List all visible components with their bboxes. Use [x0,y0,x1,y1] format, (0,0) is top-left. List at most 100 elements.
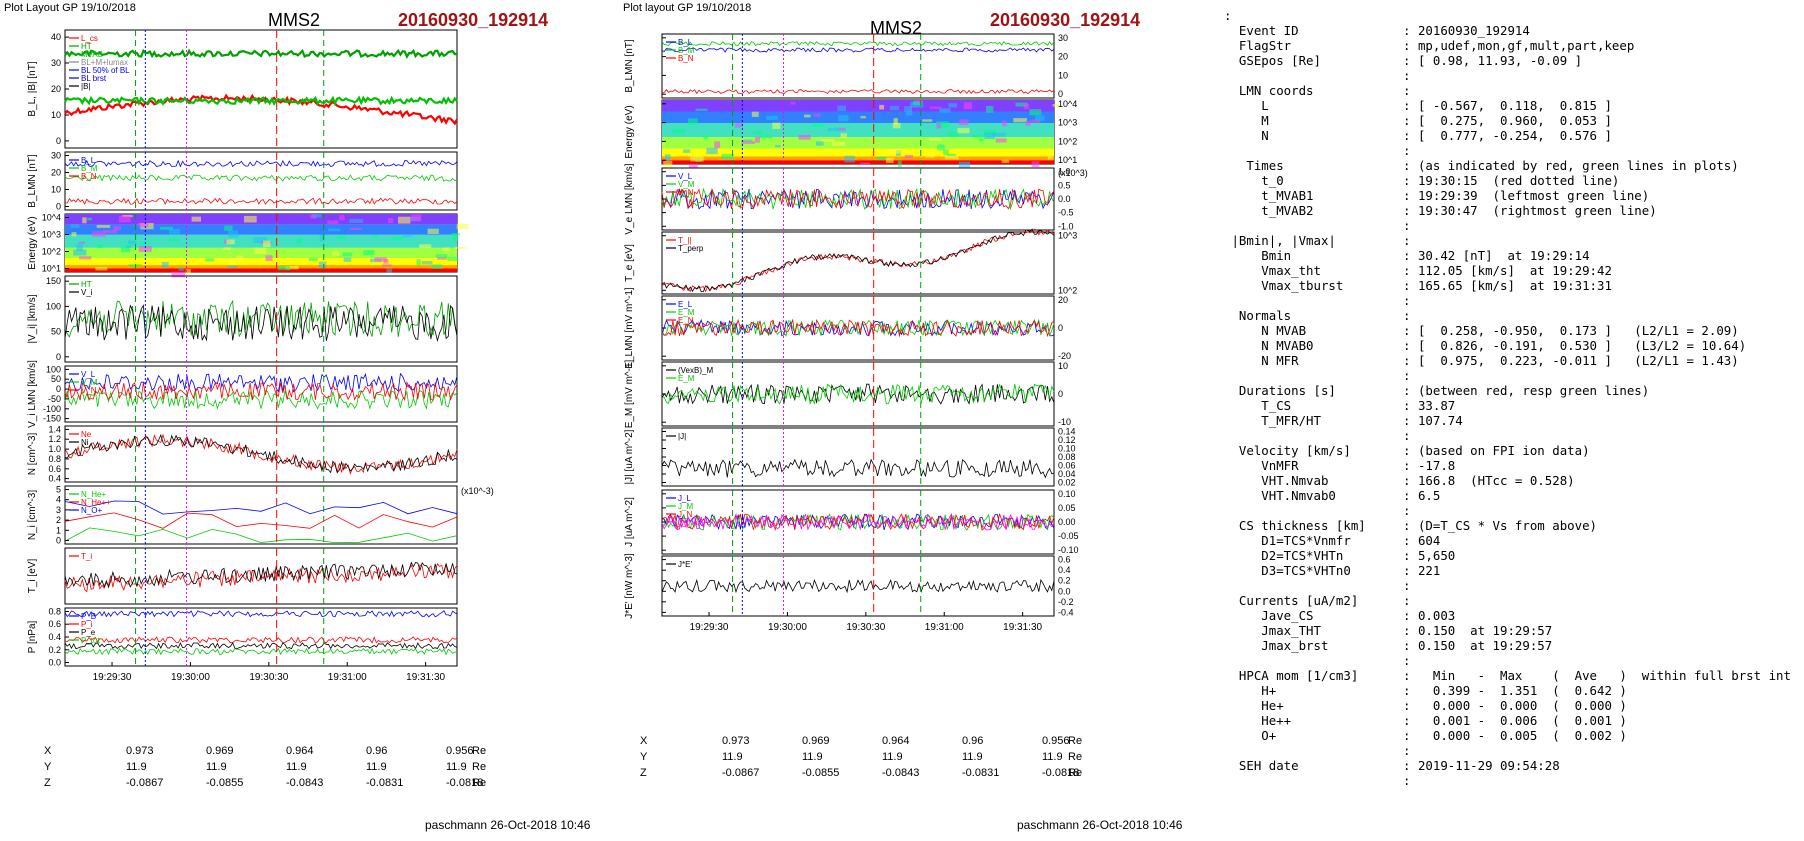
spectrogram-speck [451,233,461,236]
spectrogram-speck [892,122,901,129]
spectrogram-speck [947,131,959,137]
spectrogram-speck [904,155,913,159]
y-tick-label: 50 [51,327,61,337]
position-value: 11.9 [206,761,227,773]
legend-label: V_i [81,288,93,297]
y-tick-label: 100 [46,301,61,311]
legend-label: E_L [678,300,693,309]
legend-label: L_cs [81,34,98,43]
spectrogram-speck [1025,120,1031,126]
legend-label: B_M [678,46,695,55]
panel-frame [64,485,458,545]
position-value: 0.956 [1042,735,1070,747]
spectrogram-speck [790,101,796,105]
spectrogram-speck [416,259,421,266]
spectrogram-band [662,148,1054,157]
legend-label: HT [81,280,92,289]
series-line-2 [661,187,1055,211]
series-line-2 [64,433,458,474]
position-value: -0.0867 [126,777,164,789]
position-unit: Re [1068,751,1083,763]
spectrogram-speck [695,108,708,111]
y-tick-label: -100 [43,404,61,414]
y-tick-label: 1.4 [48,424,61,434]
x-tick-label: 19:31:30 [406,672,445,683]
series-line-2 [661,513,1055,531]
panel-frame [64,151,458,211]
legend-label: BL+M+lumax [81,58,128,67]
spectrogram-band [662,156,1054,161]
spectrogram-speck [925,155,935,158]
position-value: 11.9 [722,751,743,763]
legend-label: BL 50% of BL [81,66,130,75]
position-value: 0.973 [722,735,750,747]
series-line-3 [661,512,1055,531]
panel-4: 0 50 100 150 |V_i| [km/s] HTV_i [27,275,458,363]
right-plot-layout-label: Plot layout GP 19/10/2018 [623,2,752,14]
y-tick-label: 10 [51,185,61,195]
spectrogram-speck [226,239,235,245]
y-tick-label: 0 [56,202,61,212]
y-axis-label: E_M [mV m^-1] [624,359,635,428]
position-value: 11.9 [802,751,823,763]
spectrogram-speck [178,267,185,271]
y-tick-label: -0.2 [1058,597,1074,607]
y-multiplier: (x10^-3) [461,486,494,496]
position-axis-label: Y [640,751,648,763]
y-tick-label: 0 [1058,389,1063,399]
panel-6: -10 0 10 E_M [mV m^-1] (VexB)_ME_M [624,359,1071,428]
y-tick-label: 10^1 [1058,155,1077,165]
panel-4: 10^2 10^3 T_e [eV] T_||T_perp [624,228,1077,295]
y-tick-label: -0.5 [1058,208,1074,218]
x-tick-label: 19:29:30 [690,622,729,633]
position-value: 0.969 [802,735,830,747]
spectrogram-speck [1013,118,1027,123]
spectrogram-speck [831,141,846,146]
series-line-1 [661,383,1055,405]
y-tick-label: 0.8 [48,454,61,464]
spectrogram-speck [879,104,885,110]
spectrogram-speck [798,134,811,140]
legend-label: J_L [678,494,691,503]
spectrogram-speck [421,261,433,265]
spectrogram-speck [128,240,137,245]
spectrogram-band [662,111,1054,123]
position-value: -0.0818 [446,777,484,789]
y-tick-label: 0.0 [1058,586,1071,596]
series-line-2 [64,174,458,182]
spectrogram-speck [664,154,671,161]
spectrogram-speck [349,218,363,223]
spectrogram-speck [957,128,970,134]
spectrogram-speck [327,220,339,224]
y-tick-label: 3 [56,505,61,515]
panel-2: 10^1 10^2 10^3 10^4 Energy (eV) [624,99,1077,169]
position-value: 0.964 [882,735,910,747]
y-tick-label: 50 [51,374,61,384]
spectrogram-speck [224,225,233,231]
left-position-table: X 0.973 0.969 0.964 0.96 0.956 Re Y 11.9 11.9 11.9… [44,745,564,795]
y-tick-label: 10 [1058,70,1068,80]
series-line-2 [64,561,458,589]
spectrogram-speck [73,249,87,256]
spectrogram-speck [983,130,997,134]
legend-label: (VexB)_M [678,366,713,375]
spectrogram-speck [349,227,362,231]
y-tick-label: 10^3 [1058,118,1077,128]
y-axis-label: E_LMN [mV m^-1] [624,287,635,369]
spectrogram-speck [827,127,840,132]
spectrogram-speck [382,264,392,267]
legend-label: V_L [678,172,693,181]
position-axis-label: Z [640,767,647,779]
spectrogram-band [65,265,457,269]
position-value: -0.0843 [286,777,324,789]
spectrogram-speck [986,106,994,113]
spectrogram-speck [168,228,181,235]
x-tick-label: 19:31:00 [328,672,367,683]
series-line-2 [64,48,458,59]
position-value: 0.964 [286,745,314,757]
spectrogram-speck [244,215,257,223]
series-line-1 [64,159,458,168]
y-tick-label: 1 [56,525,61,535]
spectrogram-speck [995,138,1007,143]
